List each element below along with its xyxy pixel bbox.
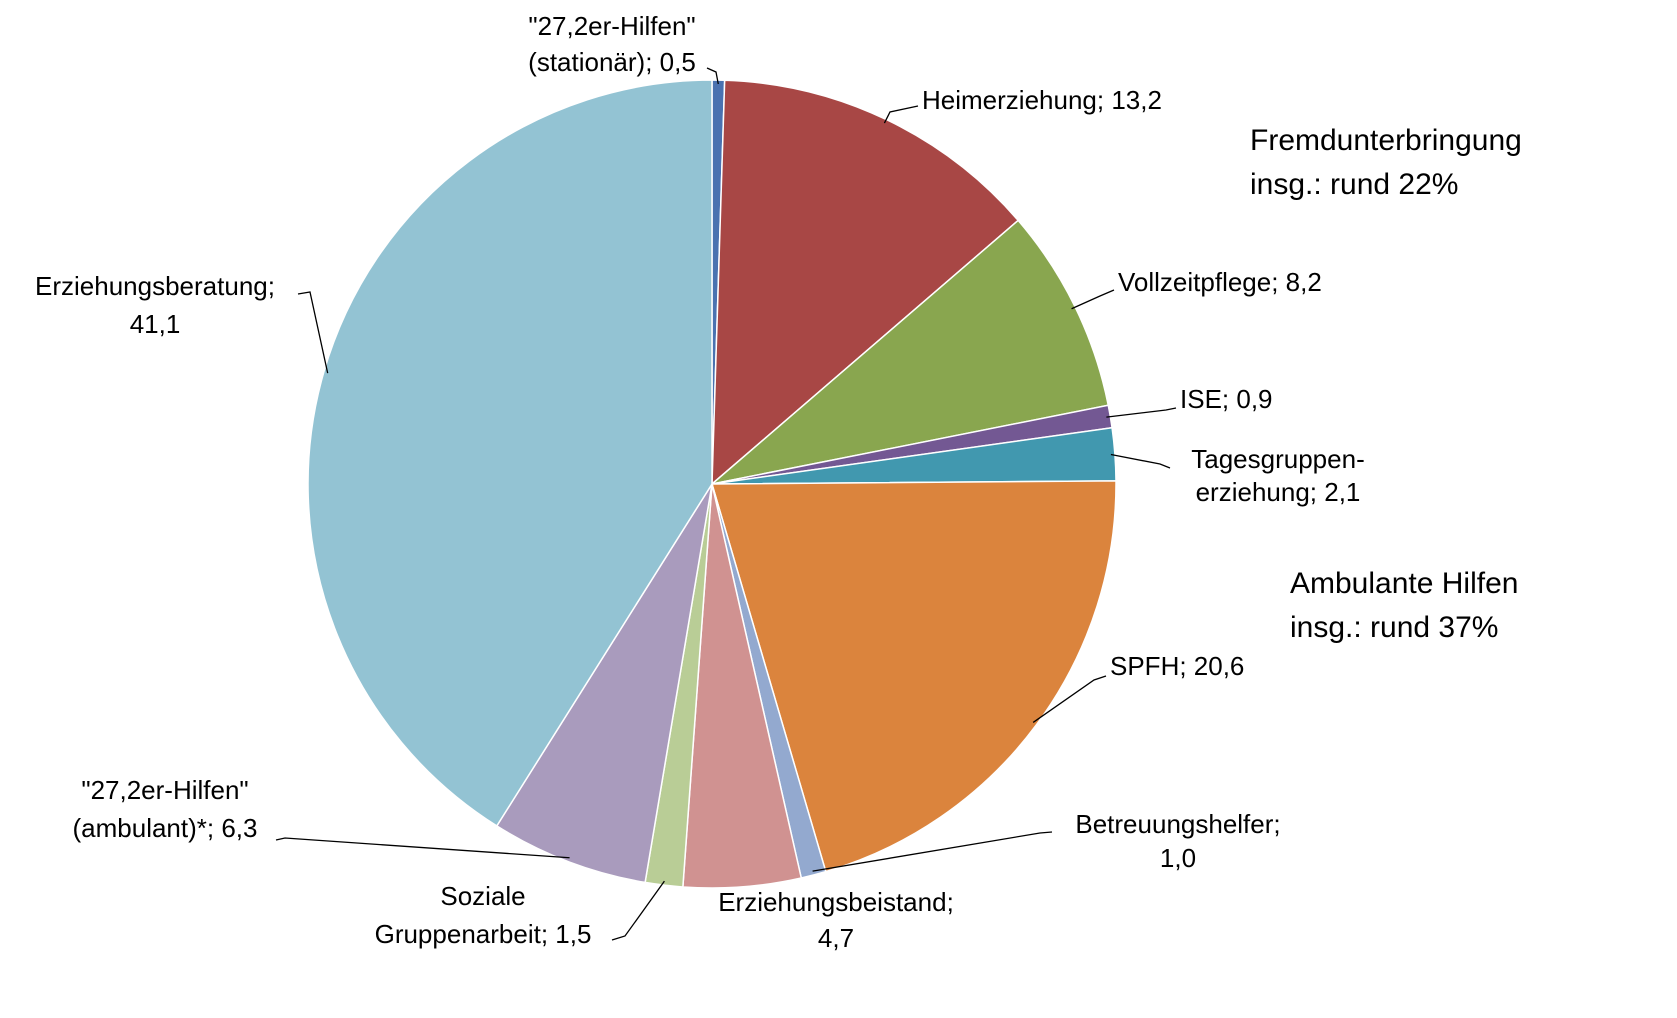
data-label: (stationär); 0,5 [528,47,696,77]
leader-line [1032,675,1107,723]
data-label: 41,1 [130,309,181,339]
data-label: "27,2er-Hilfen" [81,775,248,805]
leader-line [1110,453,1171,469]
annotation: Fremdunterbringung [1250,124,1522,157]
data-label: Tagesgruppen- [1191,444,1364,474]
annotation: insg.: rund 22% [1250,168,1458,201]
leader-line [812,831,1053,872]
data-label: (ambulant)*; 6,3 [73,813,258,843]
leader-line [275,837,570,859]
data-label: "27,2er-Hilfen" [528,11,695,41]
pie-slice [711,480,1117,873]
data-label: Heimerziehung; 13,2 [922,85,1162,115]
data-label: Erziehungsbeistand; [718,887,954,917]
pie-slice [307,79,713,827]
leader-line [706,67,719,85]
leader-line [1071,289,1115,310]
leader-line [611,880,665,941]
data-label: erziehung; 2,1 [1196,477,1361,507]
data-label: Soziale [440,881,525,911]
data-label: Vollzeitpflege; 8,2 [1118,267,1322,297]
annotation: Ambulante Hilfen [1290,567,1518,600]
data-label: Betreuungshelfer; [1075,809,1280,839]
data-label: Gruppenarbeit; 1,5 [375,919,592,949]
data-label: 1,0 [1160,843,1196,873]
data-label: 4,7 [818,923,854,953]
leader-line [883,105,919,124]
annotation: insg.: rund 37% [1290,611,1498,644]
leader-line [1106,407,1177,418]
data-label: Erziehungsberatung; [35,271,275,301]
leader-line [297,291,329,374]
data-label: SPFH; 20,6 [1110,651,1244,681]
pie-slice [495,483,713,884]
data-label: ISE; 0,9 [1180,384,1273,414]
